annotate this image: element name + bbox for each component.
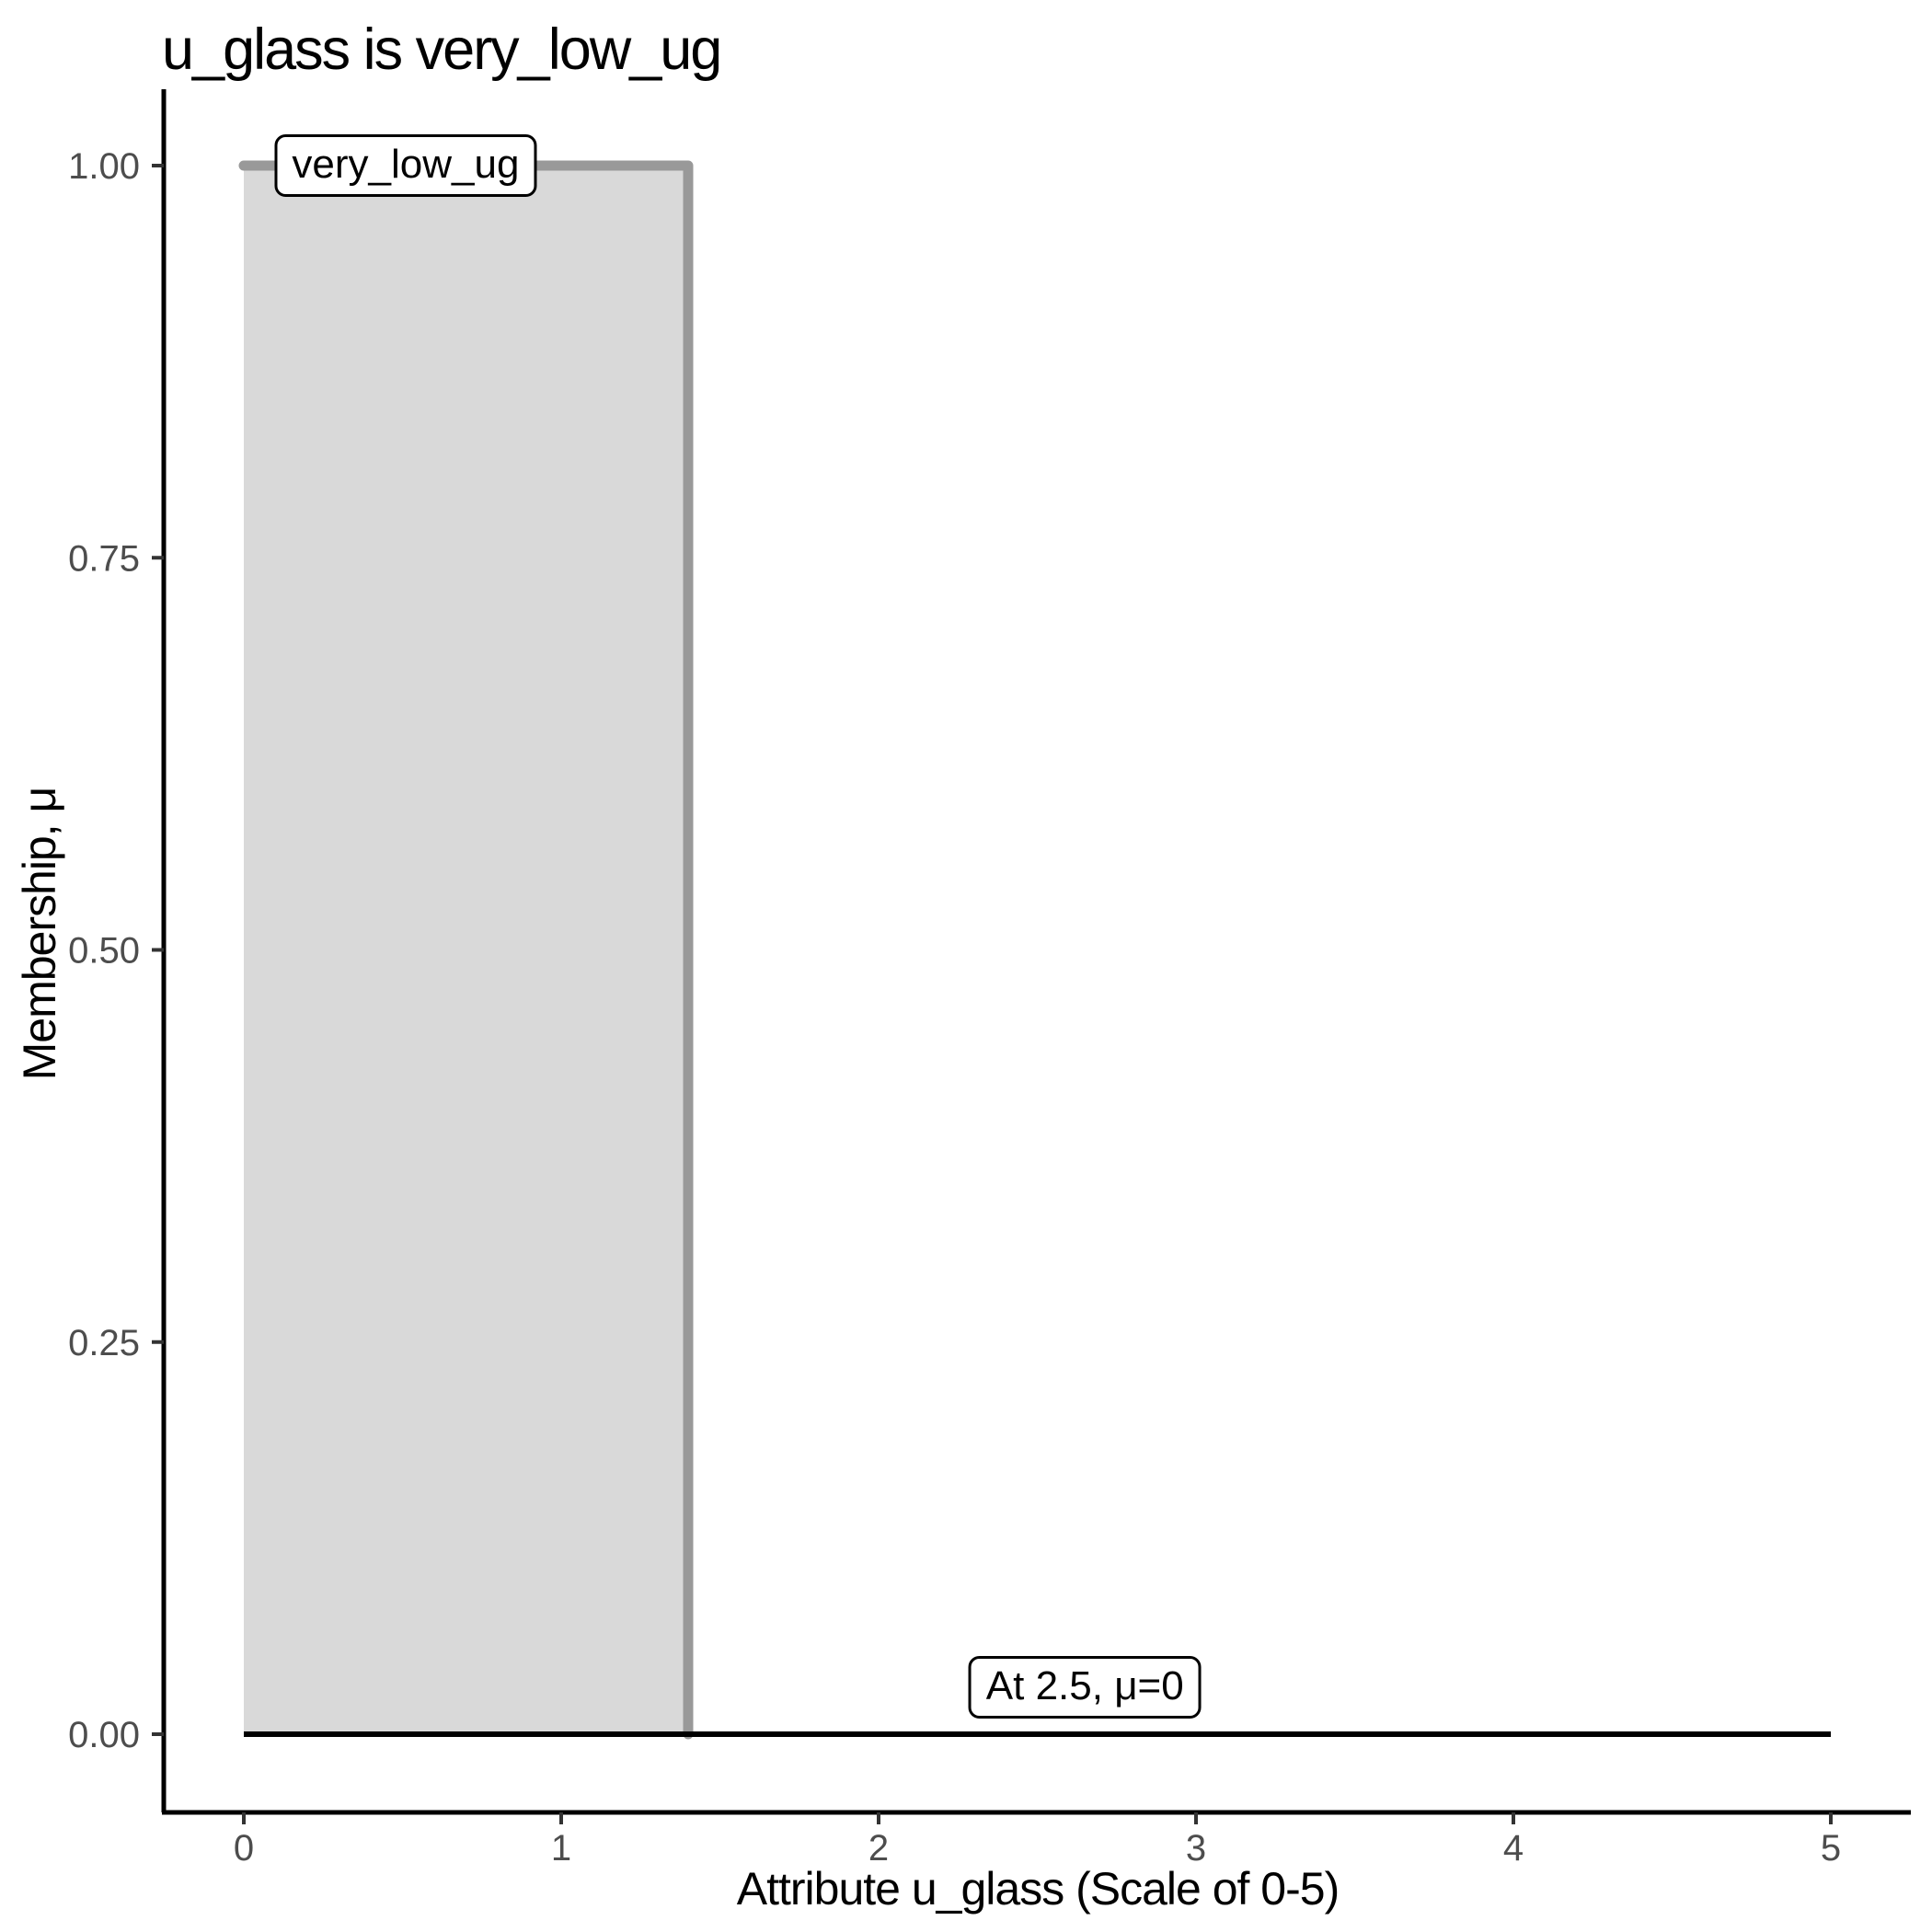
y-tick-label-0.25: 0.25 [68, 1323, 140, 1363]
ticks-group [152, 164, 1833, 1824]
tick-labels-group: 0.00 0.25 0.50 0.75 1.00 0 1 2 3 4 5 [68, 146, 1841, 1869]
annotation-at-2-5: At 2.5, μ=0 [968, 1655, 1202, 1719]
y-tick-label-0.50: 0.50 [68, 931, 140, 972]
x-tick-label-1: 1 [551, 1828, 571, 1869]
x-tick-label-5: 5 [1821, 1828, 1841, 1869]
annotation-very-low-ug: very_low_ug [274, 134, 537, 197]
x-tick-label-2: 2 [868, 1828, 889, 1869]
y-axis-title: Membership, μ [14, 787, 65, 1081]
x-tick-label-3: 3 [1186, 1828, 1206, 1869]
y-tick-label-0.00: 0.00 [68, 1715, 140, 1755]
x-tick-label-4: 4 [1503, 1828, 1524, 1869]
x-tick-label-0: 0 [234, 1828, 254, 1869]
x-axis-title: Attribute u_glass (Scale of 0-5) [736, 1863, 1340, 1915]
y-tick-label-0.75: 0.75 [68, 538, 140, 579]
chart-title: u_glass is very_low_ug [162, 17, 722, 82]
membership-area-group [244, 166, 688, 1734]
membership-area-fill [244, 166, 688, 1734]
y-tick-label-1.00: 1.00 [68, 146, 140, 187]
